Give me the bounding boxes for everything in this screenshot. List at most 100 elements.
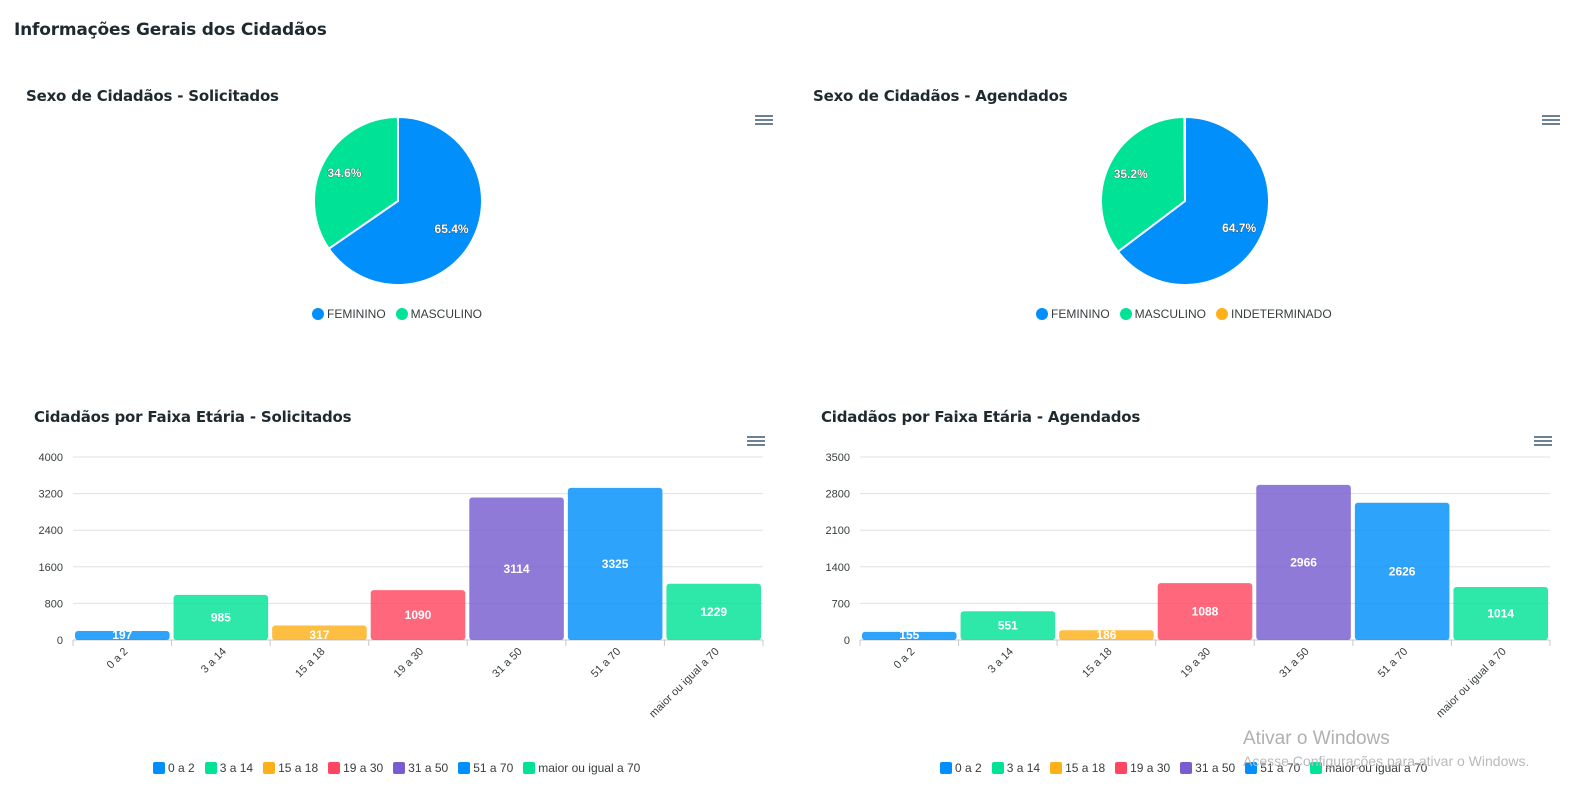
legend-marker [312,308,324,320]
bar-data-label: 551 [998,619,1018,633]
windows-activation-watermark-title: Ativar o Windows [1243,728,1390,749]
pie-slice-indeterminado[interactable] [1183,115,1186,202]
bar-legend-agendados: 0 a 2 3 a 14 15 a 18 19 a 30 31 a 50 51 a 70 m… [940,761,1437,775]
legend-label: 0 a 2 [168,761,195,775]
pie-legend-agendados: FEMININO MASCULINO INDETERMINADO [1036,307,1342,321]
legend-marker [153,762,165,774]
legend-item[interactable]: 15 a 18 [1050,761,1105,775]
bar-maior-ou-igual-a-70[interactable] [666,583,761,640]
legend-label: FEMININO [327,307,386,321]
y-tick-label: 1400 [826,562,850,574]
chart-title-pie-solicitados: Sexo de Cidadãos - Solicitados [26,87,279,105]
x-category-label: 0 a 2 [892,646,918,672]
bar-15-a-18[interactable] [1059,630,1154,640]
legend-item[interactable]: MASCULINO [1119,307,1207,321]
pie-legend-solicitados: FEMININO MASCULINO [312,307,492,321]
y-tick-label: 2400 [39,525,63,537]
legend-marker [393,762,406,774]
legend-label: 51 a 70 [1260,761,1301,775]
bar-15-a-18[interactable] [272,625,367,640]
legend-marker [328,762,341,774]
legend-item[interactable]: 51 a 70 [1245,761,1300,775]
legend-item[interactable]: 19 a 30 [1115,761,1170,775]
legend-marker [263,762,276,774]
bar-3-a-14[interactable] [960,611,1056,640]
legend-item[interactable]: maior ou igual a 70 [1310,761,1427,775]
bar-data-label: 155 [899,628,919,642]
legend-label: MASCULINO [1134,307,1207,321]
y-tick-label: 0 [844,635,850,647]
x-category-label: 51 a 70 [1376,646,1410,680]
legend-label: 31 a 50 [1195,761,1236,775]
bar-data-label: 3325 [602,557,629,571]
chart-title-bar-solicitados: Cidadãos por Faixa Etária - Solicitados [34,408,352,426]
pie-slice-masculino[interactable] [1100,115,1187,254]
legend-item[interactable]: 0 a 2 [153,761,195,775]
x-category-label: 31 a 50 [490,646,524,680]
bar-19-a-30[interactable] [370,590,466,640]
legend-label: MASCULINO [410,307,483,321]
y-tick-label: 2100 [826,525,850,537]
legend-item[interactable]: 31 a 50 [1180,761,1235,775]
legend-item[interactable]: MASCULINO [395,307,483,321]
y-tick-label: 800 [45,598,63,610]
legend-label: maior ou igual a 70 [538,761,641,775]
bar-19-a-30[interactable] [1157,583,1253,640]
x-category-label: maior ou igual a 70 [1434,646,1509,721]
x-category-label: 19 a 30 [1179,646,1213,680]
legend-marker [940,762,952,774]
y-tick-label: 2800 [826,489,850,501]
chart-title-pie-agendados: Sexo de Cidadãos - Agendados [813,87,1068,105]
pie-slice-masculino[interactable] [313,115,399,251]
bar-51-a-70[interactable] [1354,502,1450,640]
bar-data-label: 985 [211,610,231,624]
pie-slice-feminino[interactable] [1116,115,1270,286]
bar-legend-solicitados: 0 a 2 3 a 14 15 a 18 19 a 30 31 a 50 51 a 70 m… [153,761,650,775]
legend-item[interactable]: 3 a 14 [991,761,1040,775]
pie-slice-feminino[interactable] [327,115,483,286]
chart-menu-icon[interactable] [1534,434,1552,448]
bar-data-label: 3114 [504,562,530,576]
legend-marker [1216,308,1229,320]
legend-label: 3 a 14 [219,761,254,775]
bar-data-label: 186 [1096,628,1116,642]
legend-item[interactable]: maior ou igual a 70 [523,761,640,775]
bar-chart-agendados: 0 700 1400 2100 2800 3500 155 0 a 2 551 3 a 14 186… [826,452,1551,721]
legend-label: INDETERMINADO [1231,307,1332,321]
legend-item[interactable]: INDETERMINADO [1216,307,1332,321]
chart-menu-icon[interactable] [755,113,773,127]
legend-item[interactable]: 51 a 70 [458,761,513,775]
bar-31-a-50[interactable] [469,497,564,640]
x-category-label: 15 a 18 [1080,646,1114,680]
bar-0-a-2[interactable] [862,631,957,640]
bar-31-a-50[interactable] [1256,484,1351,640]
x-category-label: 51 a 70 [589,646,623,680]
chart-menu-icon[interactable] [1542,113,1560,127]
bar-3-a-14[interactable] [173,594,269,640]
bar-maior-ou-igual-a-70[interactable] [1453,586,1548,640]
legend-item[interactable]: FEMININO [1036,307,1110,321]
windows-activation-watermark-subtitle: Acesse Configurações para ativar o Windo… [1243,753,1530,769]
legend-label: 15 a 18 [1065,761,1106,775]
legend-marker [1115,762,1128,774]
bar-51-a-70[interactable] [567,487,663,640]
legend-item[interactable]: 3 a 14 [204,761,254,775]
legend-item[interactable]: 19 a 30 [328,761,383,775]
legend-item[interactable]: FEMININO [312,307,386,321]
x-category-label: 0 a 2 [105,646,131,672]
x-category-label: 3 a 14 [199,646,229,676]
bar-data-label: 2966 [1290,555,1317,569]
legend-label: 51 a 70 [473,761,514,775]
chart-menu-icon[interactable] [747,434,765,448]
y-tick-label: 3200 [39,489,63,501]
legend-item[interactable]: 0 a 2 [940,761,982,775]
pie-data-label: 64.7% [1222,221,1256,235]
chart-title-bar-agendados: Cidadãos por Faixa Etária - Agendados [821,408,1141,426]
legend-marker [991,762,1004,774]
bar-0-a-2[interactable] [75,630,170,640]
legend-marker [1245,762,1258,774]
legend-item[interactable]: 15 a 18 [263,761,318,775]
legend-marker [523,762,536,774]
y-tick-label: 0 [57,635,63,647]
legend-item[interactable]: 31 a 50 [393,761,448,775]
